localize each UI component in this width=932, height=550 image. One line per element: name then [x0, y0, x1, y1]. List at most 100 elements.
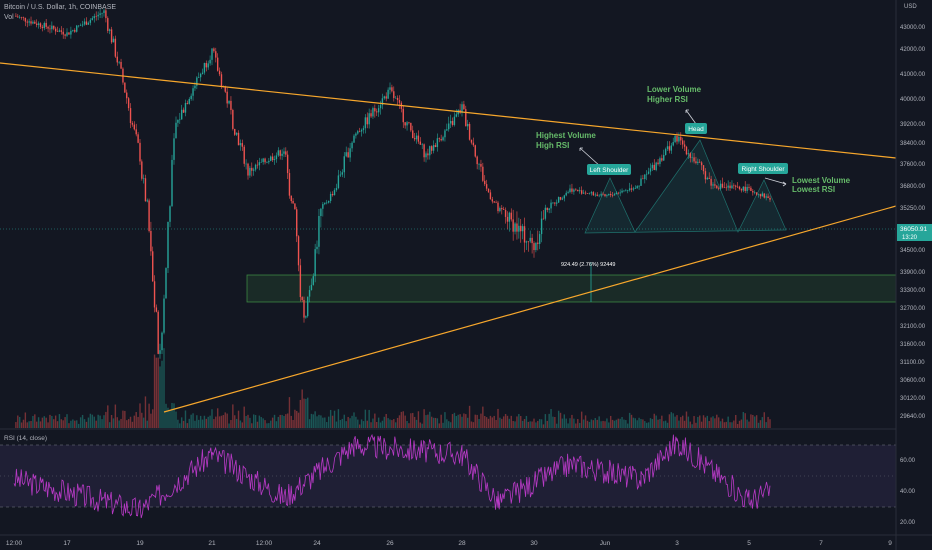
candle-body[interactable] — [243, 146, 245, 164]
candle-body[interactable] — [664, 149, 667, 156]
candle-body[interactable] — [66, 32, 68, 36]
candle-body[interactable] — [594, 194, 596, 196]
candle-body[interactable] — [438, 138, 440, 140]
candle-body[interactable] — [736, 186, 739, 188]
candle-body[interactable] — [163, 298, 165, 333]
candle-body[interactable] — [708, 177, 710, 179]
candle-body[interactable] — [510, 212, 512, 220]
candle-body[interactable] — [169, 206, 171, 222]
candle-body[interactable] — [725, 187, 727, 189]
candle-body[interactable] — [702, 165, 705, 172]
candle-body[interactable] — [370, 113, 372, 117]
candle-body[interactable] — [580, 190, 583, 194]
candle-body[interactable] — [303, 299, 305, 318]
candle-body[interactable] — [608, 194, 610, 196]
candle-body[interactable] — [402, 108, 404, 123]
candle-body[interactable] — [241, 143, 244, 147]
support-trendline[interactable] — [163, 205, 897, 413]
candle-body[interactable] — [632, 188, 635, 190]
candle-body[interactable] — [226, 91, 228, 104]
candle-body[interactable] — [721, 183, 724, 188]
candle-body[interactable] — [114, 38, 117, 57]
candle-body[interactable] — [118, 61, 120, 63]
candle-body[interactable] — [670, 145, 673, 151]
candle-body[interactable] — [746, 186, 748, 191]
candle-body[interactable] — [179, 119, 181, 121]
candle-body[interactable] — [710, 178, 712, 186]
candle-body[interactable] — [415, 135, 418, 140]
candle-body[interactable] — [331, 193, 334, 196]
candle-body[interactable] — [484, 180, 486, 185]
candle-body[interactable] — [110, 29, 113, 43]
candle-body[interactable] — [239, 143, 242, 146]
candle-body[interactable] — [218, 70, 221, 75]
candle-body[interactable] — [413, 138, 416, 140]
candle-body[interactable] — [126, 92, 128, 99]
candle-body[interactable] — [36, 23, 38, 25]
candle-body[interactable] — [651, 164, 654, 169]
candle-body[interactable] — [266, 162, 268, 163]
candle-body[interactable] — [527, 241, 530, 243]
candle-body[interactable] — [79, 25, 82, 27]
candle-body[interactable] — [322, 204, 324, 209]
candle-body[interactable] — [105, 10, 107, 19]
candle-body[interactable] — [81, 24, 84, 26]
candle-body[interactable] — [56, 31, 59, 33]
candle-body[interactable] — [678, 136, 680, 142]
candle-body[interactable] — [273, 159, 276, 161]
candle-body[interactable] — [472, 142, 475, 146]
candle-body[interactable] — [213, 48, 215, 52]
candle-body[interactable] — [137, 134, 139, 143]
candle-body[interactable] — [173, 138, 175, 160]
candle-body[interactable] — [211, 48, 213, 60]
candle-body[interactable] — [559, 197, 562, 200]
candle-body[interactable] — [307, 296, 309, 317]
candle-body[interactable] — [247, 163, 249, 176]
volume-legend[interactable]: Vol — [4, 14, 14, 21]
candle-body[interactable] — [101, 12, 103, 14]
candle-body[interactable] — [417, 135, 420, 142]
candle-body[interactable] — [175, 122, 177, 139]
candle-body[interactable] — [237, 132, 240, 146]
candle-body[interactable] — [588, 193, 591, 194]
candle-body[interactable] — [497, 202, 499, 212]
candle-body[interactable] — [385, 96, 387, 99]
candle-body[interactable] — [740, 189, 743, 191]
candle-body[interactable] — [186, 103, 189, 104]
candle-body[interactable] — [329, 193, 332, 201]
candle-body[interactable] — [209, 59, 211, 64]
candle-body[interactable] — [449, 120, 452, 124]
candle-body[interactable] — [83, 21, 86, 25]
candle-body[interactable] — [738, 186, 741, 190]
candle-body[interactable] — [727, 185, 729, 188]
candle-body[interactable] — [609, 194, 612, 196]
candle-body[interactable] — [53, 25, 55, 29]
candle-body[interactable] — [754, 192, 756, 193]
candle-body[interactable] — [364, 117, 367, 129]
candle-body[interactable] — [487, 188, 490, 193]
candle-body[interactable] — [381, 98, 384, 106]
candle-body[interactable] — [161, 332, 163, 351]
candle-body[interactable] — [51, 25, 53, 30]
candle-body[interactable] — [627, 190, 629, 191]
candle-body[interactable] — [362, 128, 365, 130]
candle-body[interactable] — [427, 153, 429, 156]
candle-body[interactable] — [264, 158, 266, 163]
candle-body[interactable] — [617, 192, 619, 194]
candle-body[interactable] — [540, 218, 543, 235]
candle-body[interactable] — [45, 23, 47, 27]
candle-body[interactable] — [251, 167, 253, 171]
candle-body[interactable] — [606, 195, 608, 197]
candle-body[interactable] — [296, 209, 298, 237]
candle-body[interactable] — [141, 161, 143, 179]
candle-body[interactable] — [465, 109, 467, 127]
candle-body[interactable] — [663, 155, 665, 161]
time-axis[interactable]: 12:00 17 19 21 12:00 24 26 28 30 Jun 3 5… — [6, 540, 892, 547]
candle-body[interactable] — [444, 130, 446, 138]
candle-body[interactable] — [659, 158, 661, 164]
candle-body[interactable] — [171, 159, 173, 207]
candle-body[interactable] — [704, 171, 707, 180]
candle-body[interactable] — [468, 123, 471, 140]
candle-body[interactable] — [127, 98, 130, 109]
candle-body[interactable] — [482, 166, 484, 181]
